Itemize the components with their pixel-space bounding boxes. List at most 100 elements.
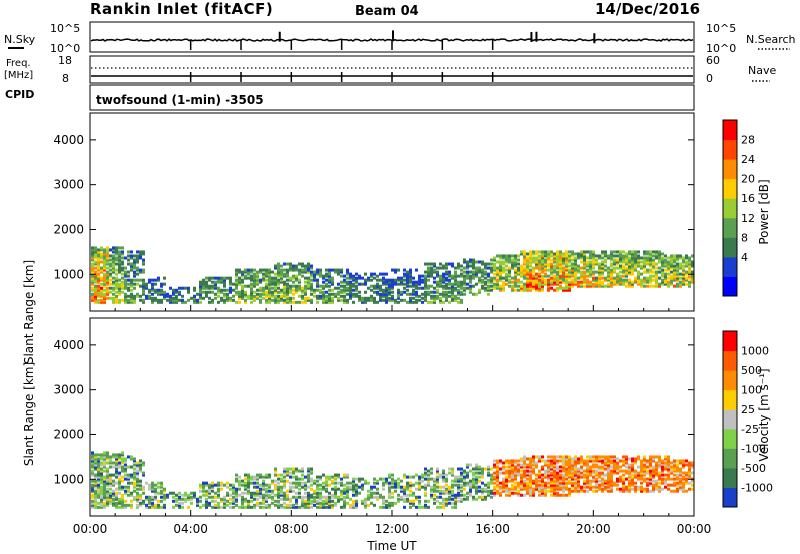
velocity-cell bbox=[628, 465, 631, 469]
velocity-cell bbox=[307, 467, 310, 471]
power-cell bbox=[109, 286, 112, 290]
power-cell bbox=[604, 260, 607, 264]
velocity-cell bbox=[292, 471, 295, 475]
velocity-cell bbox=[559, 459, 562, 463]
power-cell bbox=[94, 274, 97, 278]
power-cell bbox=[652, 266, 655, 270]
power-cell bbox=[301, 288, 304, 292]
power-cell bbox=[511, 288, 514, 292]
power-cell bbox=[280, 274, 283, 278]
power-cell bbox=[124, 270, 127, 274]
power-cell bbox=[226, 276, 229, 280]
velocity-cell bbox=[646, 459, 649, 463]
velocity-cell bbox=[274, 503, 277, 507]
power-cell bbox=[610, 264, 613, 268]
velocity-cell bbox=[373, 477, 376, 481]
velocity-cell bbox=[319, 501, 322, 505]
power-cell bbox=[346, 280, 349, 284]
velocity-cell bbox=[502, 489, 505, 493]
velocity-cell bbox=[187, 497, 190, 501]
velocity-cell bbox=[442, 489, 445, 493]
velocity-cell bbox=[523, 485, 526, 489]
velocity-cell bbox=[106, 491, 109, 495]
power-cell bbox=[145, 286, 148, 290]
velocity-cell bbox=[352, 501, 355, 505]
power-cell bbox=[517, 254, 520, 258]
power-cell bbox=[535, 284, 538, 288]
power-cell bbox=[427, 266, 430, 270]
velocity-cell bbox=[514, 461, 517, 465]
velocity-cell bbox=[304, 499, 307, 503]
velocity-cell bbox=[352, 479, 355, 483]
power-cell bbox=[112, 288, 115, 292]
power-cell bbox=[463, 260, 466, 264]
velocity-cell bbox=[334, 491, 337, 495]
velocity-cell bbox=[286, 495, 289, 499]
velocity-cell bbox=[622, 455, 625, 459]
power-cell bbox=[418, 298, 421, 302]
power-cell bbox=[610, 272, 613, 276]
velocity-cell bbox=[508, 469, 511, 473]
power-cell bbox=[628, 252, 631, 256]
power-cell bbox=[511, 260, 514, 264]
power-cell bbox=[202, 284, 205, 288]
velocity-cell bbox=[589, 469, 592, 473]
power-cell bbox=[160, 284, 163, 288]
power-cell bbox=[295, 290, 298, 294]
power-cell bbox=[229, 276, 232, 280]
power-cell bbox=[628, 260, 631, 264]
power-cell bbox=[508, 270, 511, 274]
velocity-cell bbox=[139, 469, 142, 473]
power-cell bbox=[544, 266, 547, 270]
velocity-cell bbox=[304, 505, 307, 509]
velocity-cell bbox=[442, 469, 445, 473]
power-cell bbox=[553, 276, 556, 280]
velocity-cell bbox=[532, 491, 535, 495]
power-cell bbox=[631, 284, 634, 288]
velocity-cell bbox=[403, 475, 406, 479]
power-cell bbox=[97, 294, 100, 298]
power-cell bbox=[673, 268, 676, 272]
time-tick-label: 00:00 bbox=[677, 522, 712, 536]
power-cell bbox=[598, 268, 601, 272]
power-cell bbox=[244, 298, 247, 302]
velocity-cell bbox=[346, 491, 349, 495]
velocity-cell bbox=[445, 497, 448, 501]
power-cell bbox=[538, 260, 541, 264]
power-cell bbox=[631, 252, 634, 256]
velocity-cell bbox=[133, 475, 136, 479]
power-cell bbox=[91, 296, 94, 300]
power-cell bbox=[322, 276, 325, 280]
velocity-cell bbox=[328, 499, 331, 503]
velocity-cell bbox=[505, 481, 508, 485]
power-cell bbox=[628, 266, 631, 270]
power-cell bbox=[505, 274, 508, 278]
power-cell bbox=[529, 284, 532, 288]
power-cell bbox=[580, 260, 583, 264]
velocity-cell bbox=[391, 495, 394, 499]
power-cell bbox=[424, 270, 427, 274]
power-cell bbox=[178, 298, 181, 302]
velocity-cell bbox=[217, 505, 220, 509]
velocity-cell bbox=[562, 477, 565, 481]
velocity-cell bbox=[121, 479, 124, 483]
power-cell bbox=[430, 266, 433, 270]
velocity-cell bbox=[367, 493, 370, 497]
power-cell bbox=[274, 272, 277, 276]
power-cell bbox=[634, 276, 637, 280]
power-cell bbox=[397, 268, 400, 272]
power-cell bbox=[256, 276, 259, 280]
velocity-cell bbox=[325, 475, 328, 479]
power-cell bbox=[505, 260, 508, 264]
power-cell bbox=[100, 286, 103, 290]
power-cell bbox=[571, 280, 574, 284]
velocity-cell bbox=[244, 481, 247, 485]
velocity-cell bbox=[295, 499, 298, 503]
power-cell bbox=[601, 266, 604, 270]
power-cell bbox=[442, 264, 445, 268]
power-cell bbox=[322, 298, 325, 302]
power-cell bbox=[172, 292, 175, 296]
velocity-cell bbox=[112, 497, 115, 501]
velocity-cell bbox=[388, 489, 391, 493]
power-cell bbox=[631, 272, 634, 276]
